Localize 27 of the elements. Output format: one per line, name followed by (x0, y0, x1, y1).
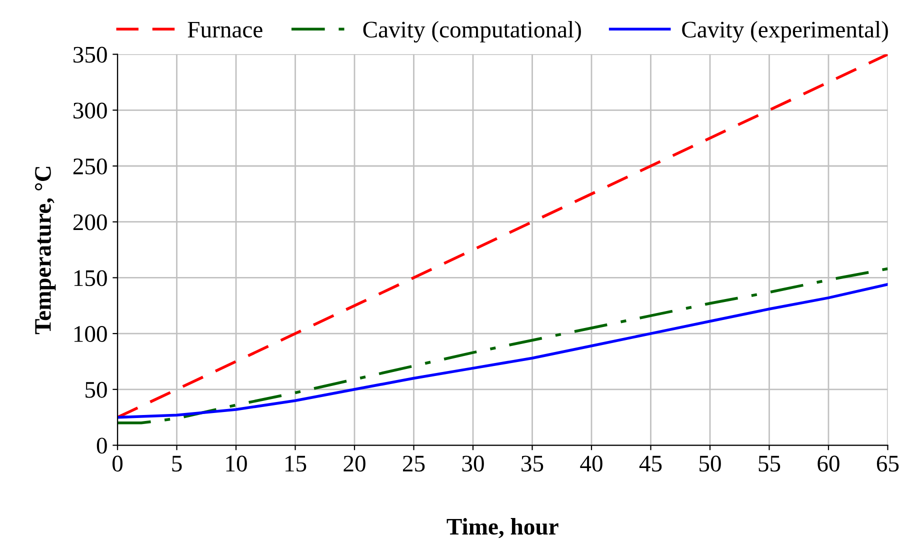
x-tick-label: 15 (286, 456, 306, 472)
y-tick-label: 50 (86, 382, 107, 398)
y-axis-title: Temperature, °C (34, 166, 56, 334)
x-tick-label: 40 (580, 456, 602, 472)
y-tick-label: 200 (73, 214, 107, 230)
x-tick-label: 45 (639, 456, 662, 472)
x-tick-label: 30 (462, 456, 484, 472)
x-tick-label: 50 (700, 456, 721, 472)
x-tick-label: 35 (522, 456, 544, 472)
x-tick-label: 55 (758, 456, 780, 472)
legend-label: Cavity (experimental) (682, 21, 888, 42)
x-tick-label: 65 (876, 456, 899, 472)
y-tick-label: 0 (96, 438, 107, 454)
x-axis-title: Time, hour (446, 518, 558, 538)
y-tick-label: 300 (74, 102, 107, 119)
legend-label: Cavity (computational) (363, 21, 581, 42)
x-tick-label: 25 (402, 456, 425, 472)
y-tick-label: 150 (74, 270, 107, 286)
legend-label: Furnace (188, 22, 262, 38)
x-tick-label: 60 (818, 456, 840, 472)
y-tick-label: 350 (74, 46, 107, 63)
x-tick-label: 20 (344, 456, 366, 472)
y-tick-label: 250 (73, 158, 107, 174)
x-tick-label: 5 (172, 456, 182, 472)
x-tick-label: 10 (226, 456, 247, 472)
y-tick-label: 100 (74, 326, 107, 342)
x-tick-label: 0 (112, 456, 123, 472)
